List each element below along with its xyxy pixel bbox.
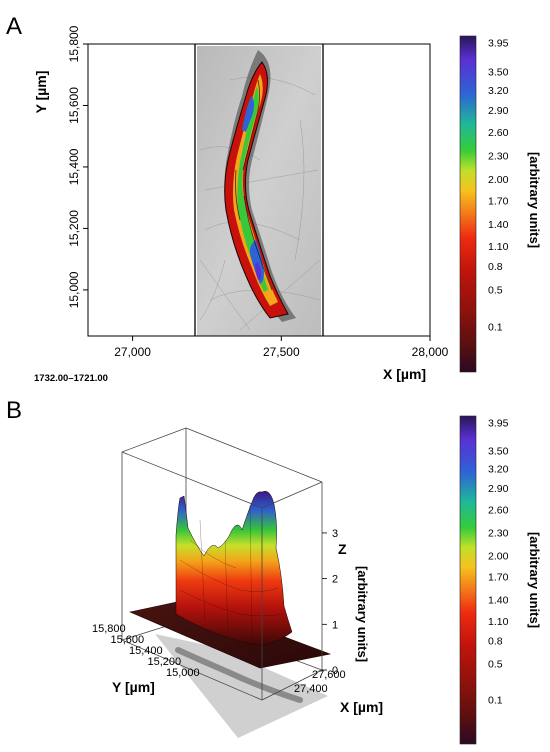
panel-b-z-label: [arbitrary units]	[355, 566, 370, 662]
colorbar-tick-label: 3.95	[488, 38, 509, 50]
y-tick-label-3d: 15,800	[92, 623, 126, 635]
colorbar-tick-label: 2.30	[488, 150, 509, 162]
surface-body	[175, 491, 293, 647]
colorbar-tick-label: 0.1	[488, 695, 503, 707]
colorbar-tick-label: 1.40	[488, 595, 509, 607]
heatmap-contour-lines	[235, 79, 273, 291]
colorbar-tick-label: 2.60	[488, 504, 509, 516]
y-tick-label: 15,200	[67, 210, 81, 247]
colorbar-tick-label: 0.1	[488, 322, 503, 334]
colorbar-tick-label: 0.8	[488, 636, 503, 648]
y-tick-label-3d: 15,400	[129, 645, 163, 657]
colorbar-tick-label: 2.00	[488, 174, 509, 186]
colorbar-tick-label: 3.50	[488, 66, 509, 78]
colorbar-strip	[459, 415, 477, 745]
colorbar-tick-label: 1.10	[488, 616, 509, 628]
colorbar-tick-label: 2.90	[488, 483, 509, 495]
colorbar-tick-label: 3.20	[488, 463, 509, 475]
y-tick-label-3d: 15,200	[148, 656, 182, 668]
colorbar-tick-label: 1.40	[488, 219, 509, 231]
colorbar-tick-label: 1.70	[488, 572, 509, 584]
colorbar-tick-label: 2.60	[488, 127, 509, 139]
panel-a-footer: 1732.00–1721.00	[34, 373, 108, 384]
heatmap-contour-outer	[224, 61, 289, 319]
y-tick-label: 15,600	[67, 87, 81, 124]
colorbar-tick-label: 2.00	[488, 550, 509, 562]
colorbar-tick-label: 2.90	[488, 105, 509, 117]
colorbar-tick-label: 1.10	[488, 241, 509, 253]
x-tick-label: 27,500	[263, 345, 300, 359]
x-tick-label-3d: 27,400	[294, 683, 328, 695]
bounding-box-front	[121, 451, 323, 701]
panel-b-z-label-z: Z	[338, 541, 347, 557]
panel-b-x-axis: 27,600 27,400	[294, 669, 346, 695]
panel-b-y-label: Y [µm]	[112, 679, 155, 695]
panel-b-x-label: X [µm]	[340, 699, 383, 715]
y-tick-label-3d: 15,000	[166, 667, 200, 679]
colorbar-a: 3.95 3.50 3.20 2.90 2.60 2.30 2.00 1.70 1.40 1.10…	[459, 35, 509, 373]
panel-a-plot	[197, 46, 321, 336]
colorbar-tick-label: 0.5	[488, 659, 503, 671]
heatmap-peak-head	[242, 96, 254, 132]
floor-worm-shadow	[175, 647, 303, 703]
y-tick-label: 15,800	[67, 25, 81, 62]
panel-a-y-label: Y [µm]	[33, 71, 49, 114]
colorbar-tick-label: 3.95	[488, 418, 509, 430]
z-tick-label: 0	[332, 665, 338, 677]
z-tick-label: 2	[332, 574, 338, 586]
colorbar-tick-label: 3.50	[488, 445, 509, 457]
panel-a-y-axis: 15,800 15,600 15,400 15,200 15,000	[67, 25, 88, 308]
panel-b-z-axis: 0 1 2 3	[322, 528, 338, 677]
panel-a-x-axis: 27,000 27,500 28,000	[114, 336, 449, 359]
panel-letter-a: A	[6, 13, 22, 40]
surface-shading	[179, 504, 285, 641]
y-tick-label: 15,400	[67, 148, 81, 185]
heatmap-contour-mid	[233, 74, 278, 306]
panel-letter-b: B	[6, 397, 22, 424]
colorbar-strip	[459, 35, 477, 373]
colorbar-tick-label: 0.5	[488, 285, 503, 297]
x-tick-label: 28,000	[412, 345, 449, 359]
panel-b-surface-plot	[121, 427, 332, 738]
colorbar-a-label: [arbitrary units]	[527, 152, 542, 248]
colorbar-tick-label: 3.20	[488, 85, 509, 97]
colorbar-tick-label: 0.8	[488, 261, 503, 273]
x-tick-label-3d: 27,600	[312, 669, 346, 681]
y-tick-label-3d: 15,600	[111, 634, 145, 646]
colorbar-b-label: [arbitrary units]	[527, 532, 542, 628]
colorbar-tick-label: 2.30	[488, 527, 509, 539]
colorbar-b: 3.95 3.50 3.20 2.90 2.60 2.30 2.00 1.70 1.40 1.10…	[459, 415, 509, 745]
z-tick-label: 1	[332, 619, 338, 631]
panel-a-x-label: X [µm]	[383, 366, 426, 382]
x-tick-label: 27,000	[114, 345, 151, 359]
colorbar-tick-label: 1.70	[488, 196, 509, 208]
y-tick-label: 15,000	[67, 271, 81, 308]
heatmap-peak-core	[255, 262, 262, 280]
z-tick-label: 3	[332, 528, 338, 540]
panel-a-frame	[87, 43, 431, 337]
